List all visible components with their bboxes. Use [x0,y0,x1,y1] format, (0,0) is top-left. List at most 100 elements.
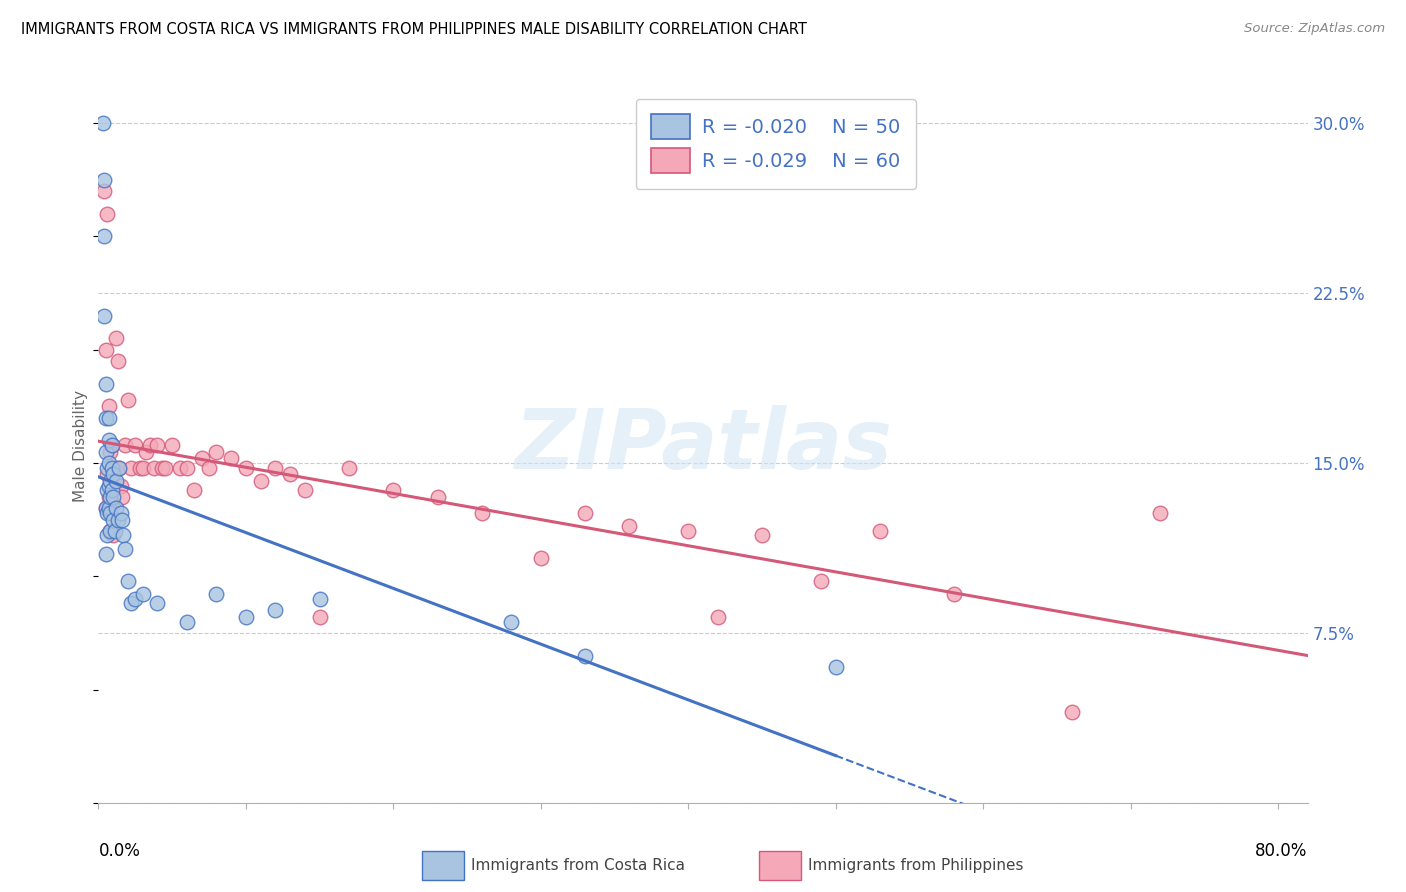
Point [101,497,124,511]
Point [100,438,122,452]
Text: Source: ZipAtlas.com: Source: ZipAtlas.com [1244,22,1385,36]
Point [131,460,153,475]
Point [117,574,139,588]
Point [101,490,124,504]
Point [98,474,121,488]
Point [114,542,136,557]
Point [678,524,700,538]
Point [150,460,173,475]
Point [111,490,134,504]
Point [94,501,117,516]
Point [169,460,191,475]
Point [94,410,117,425]
Point [105,331,128,345]
Point [105,474,128,488]
Point [98,524,121,538]
Point [278,467,301,482]
Point [124,438,146,452]
Point [942,587,965,601]
Point [160,438,183,452]
Point [619,519,641,533]
Point [107,354,129,368]
Point [308,610,330,624]
Y-axis label: Male Disability: Male Disability [73,390,89,502]
Point [143,460,166,475]
Point [97,478,120,492]
Point [114,438,136,452]
Point [96,467,118,482]
Point [100,483,122,498]
Point [97,490,120,504]
Point [751,528,773,542]
Point [94,444,117,458]
Point [706,610,728,624]
Point [176,460,198,475]
Point [100,460,122,475]
Point [501,615,523,629]
Point [94,501,117,516]
Point [146,438,169,452]
Point [235,610,257,624]
Point [574,648,596,663]
Point [94,547,117,561]
Point [97,434,120,448]
Point [98,524,121,538]
Point [205,444,228,458]
Point [264,460,287,475]
Point [97,501,120,516]
Point [869,524,891,538]
Point [294,483,316,498]
Point [108,460,131,475]
Point [110,478,132,492]
Point [183,483,205,498]
Point [120,460,142,475]
Point [91,116,114,130]
Point [111,513,134,527]
Point [426,490,449,504]
Point [198,460,221,475]
Point [105,501,128,516]
Point [96,528,118,542]
Text: 80.0%: 80.0% [1256,842,1308,860]
Point [96,506,118,520]
Point [96,460,118,475]
Point [530,551,553,566]
Point [98,490,121,504]
Point [107,513,129,527]
Text: ZIPatlas: ZIPatlas [515,406,891,486]
Point [93,229,115,244]
Text: IMMIGRANTS FROM COSTA RICA VS IMMIGRANTS FROM PHILIPPINES MALE DISABILITY CORREL: IMMIGRANTS FROM COSTA RICA VS IMMIGRANTS… [21,22,807,37]
Point [101,467,124,482]
Point [219,451,242,466]
Point [249,474,271,488]
Text: 0.0%: 0.0% [98,842,141,860]
Point [153,460,176,475]
Point [100,497,122,511]
Point [117,392,139,407]
Point [128,460,150,475]
Point [382,483,405,498]
Point [94,376,117,391]
Point [131,587,153,601]
Point [308,591,330,606]
Point [337,460,360,475]
Point [101,528,124,542]
Point [94,343,117,357]
Point [205,587,228,601]
Point [1060,705,1083,719]
Point [96,483,118,498]
Point [574,506,596,520]
Point [135,444,157,458]
Legend: R = -0.020    N = 50, R = -0.029    N = 60: R = -0.020 N = 50, R = -0.029 N = 60 [636,99,915,189]
Point [120,597,142,611]
Point [110,506,132,520]
Point [96,207,118,221]
Point [98,444,121,458]
Text: Immigrants from Costa Rica: Immigrants from Costa Rica [471,858,685,872]
Point [810,574,832,588]
Point [98,506,121,520]
Point [101,513,124,527]
Point [93,173,115,187]
Point [235,460,257,475]
Point [93,309,115,323]
